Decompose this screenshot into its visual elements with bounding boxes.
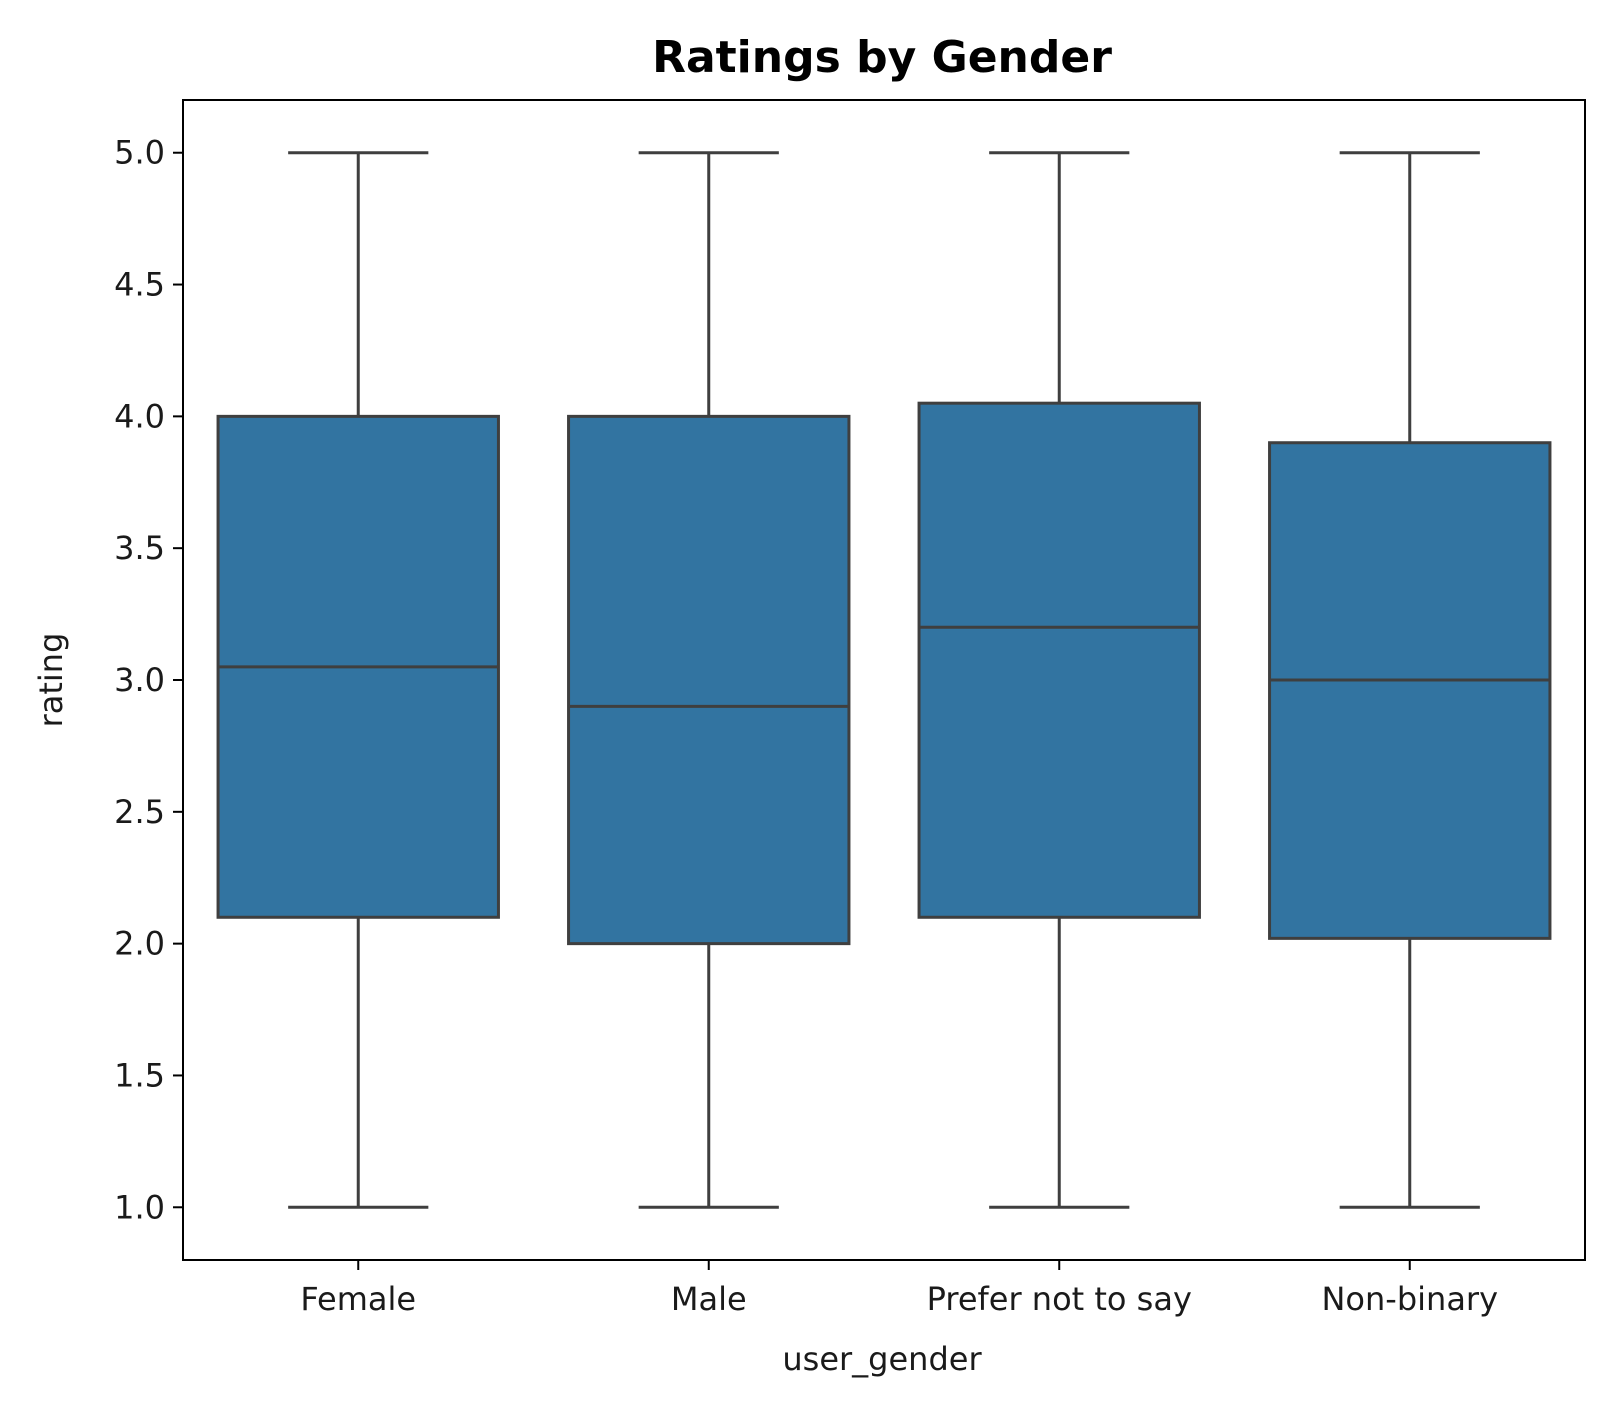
y-tick-label: 4.5 (114, 266, 165, 304)
y-tick-label: 2.5 (114, 793, 165, 831)
plot-area: 1.0 1.5 2.0 2.5 3.0 3.5 4.0 4.5 5.0 Female Male Pre… (114, 99, 1586, 1318)
x-tick-label: Male (671, 1280, 747, 1318)
box (567, 414, 851, 946)
y-tick-label: 4.0 (114, 397, 165, 435)
x-tick-label: Female (300, 1280, 416, 1318)
y-tick-label: 2.0 (114, 925, 165, 963)
x-tick-label: Prefer not to say (927, 1280, 1192, 1318)
chart-title: Ratings by Gender (652, 32, 1112, 83)
plot-frame (182, 99, 1586, 1261)
x-tick-label: Non-binary (1321, 1280, 1498, 1318)
y-tick-label: 5.0 (114, 134, 165, 172)
box (917, 401, 1201, 919)
y-tick-label: 3.5 (114, 529, 165, 567)
box (1268, 441, 1552, 940)
y-tick-label: 1.5 (114, 1056, 165, 1094)
x-axis-label: user_gender (782, 1340, 982, 1378)
y-tick-label: 3.0 (114, 661, 165, 699)
y-tick-label: 1.0 (114, 1188, 165, 1226)
y-axis-label: rating (32, 633, 70, 728)
